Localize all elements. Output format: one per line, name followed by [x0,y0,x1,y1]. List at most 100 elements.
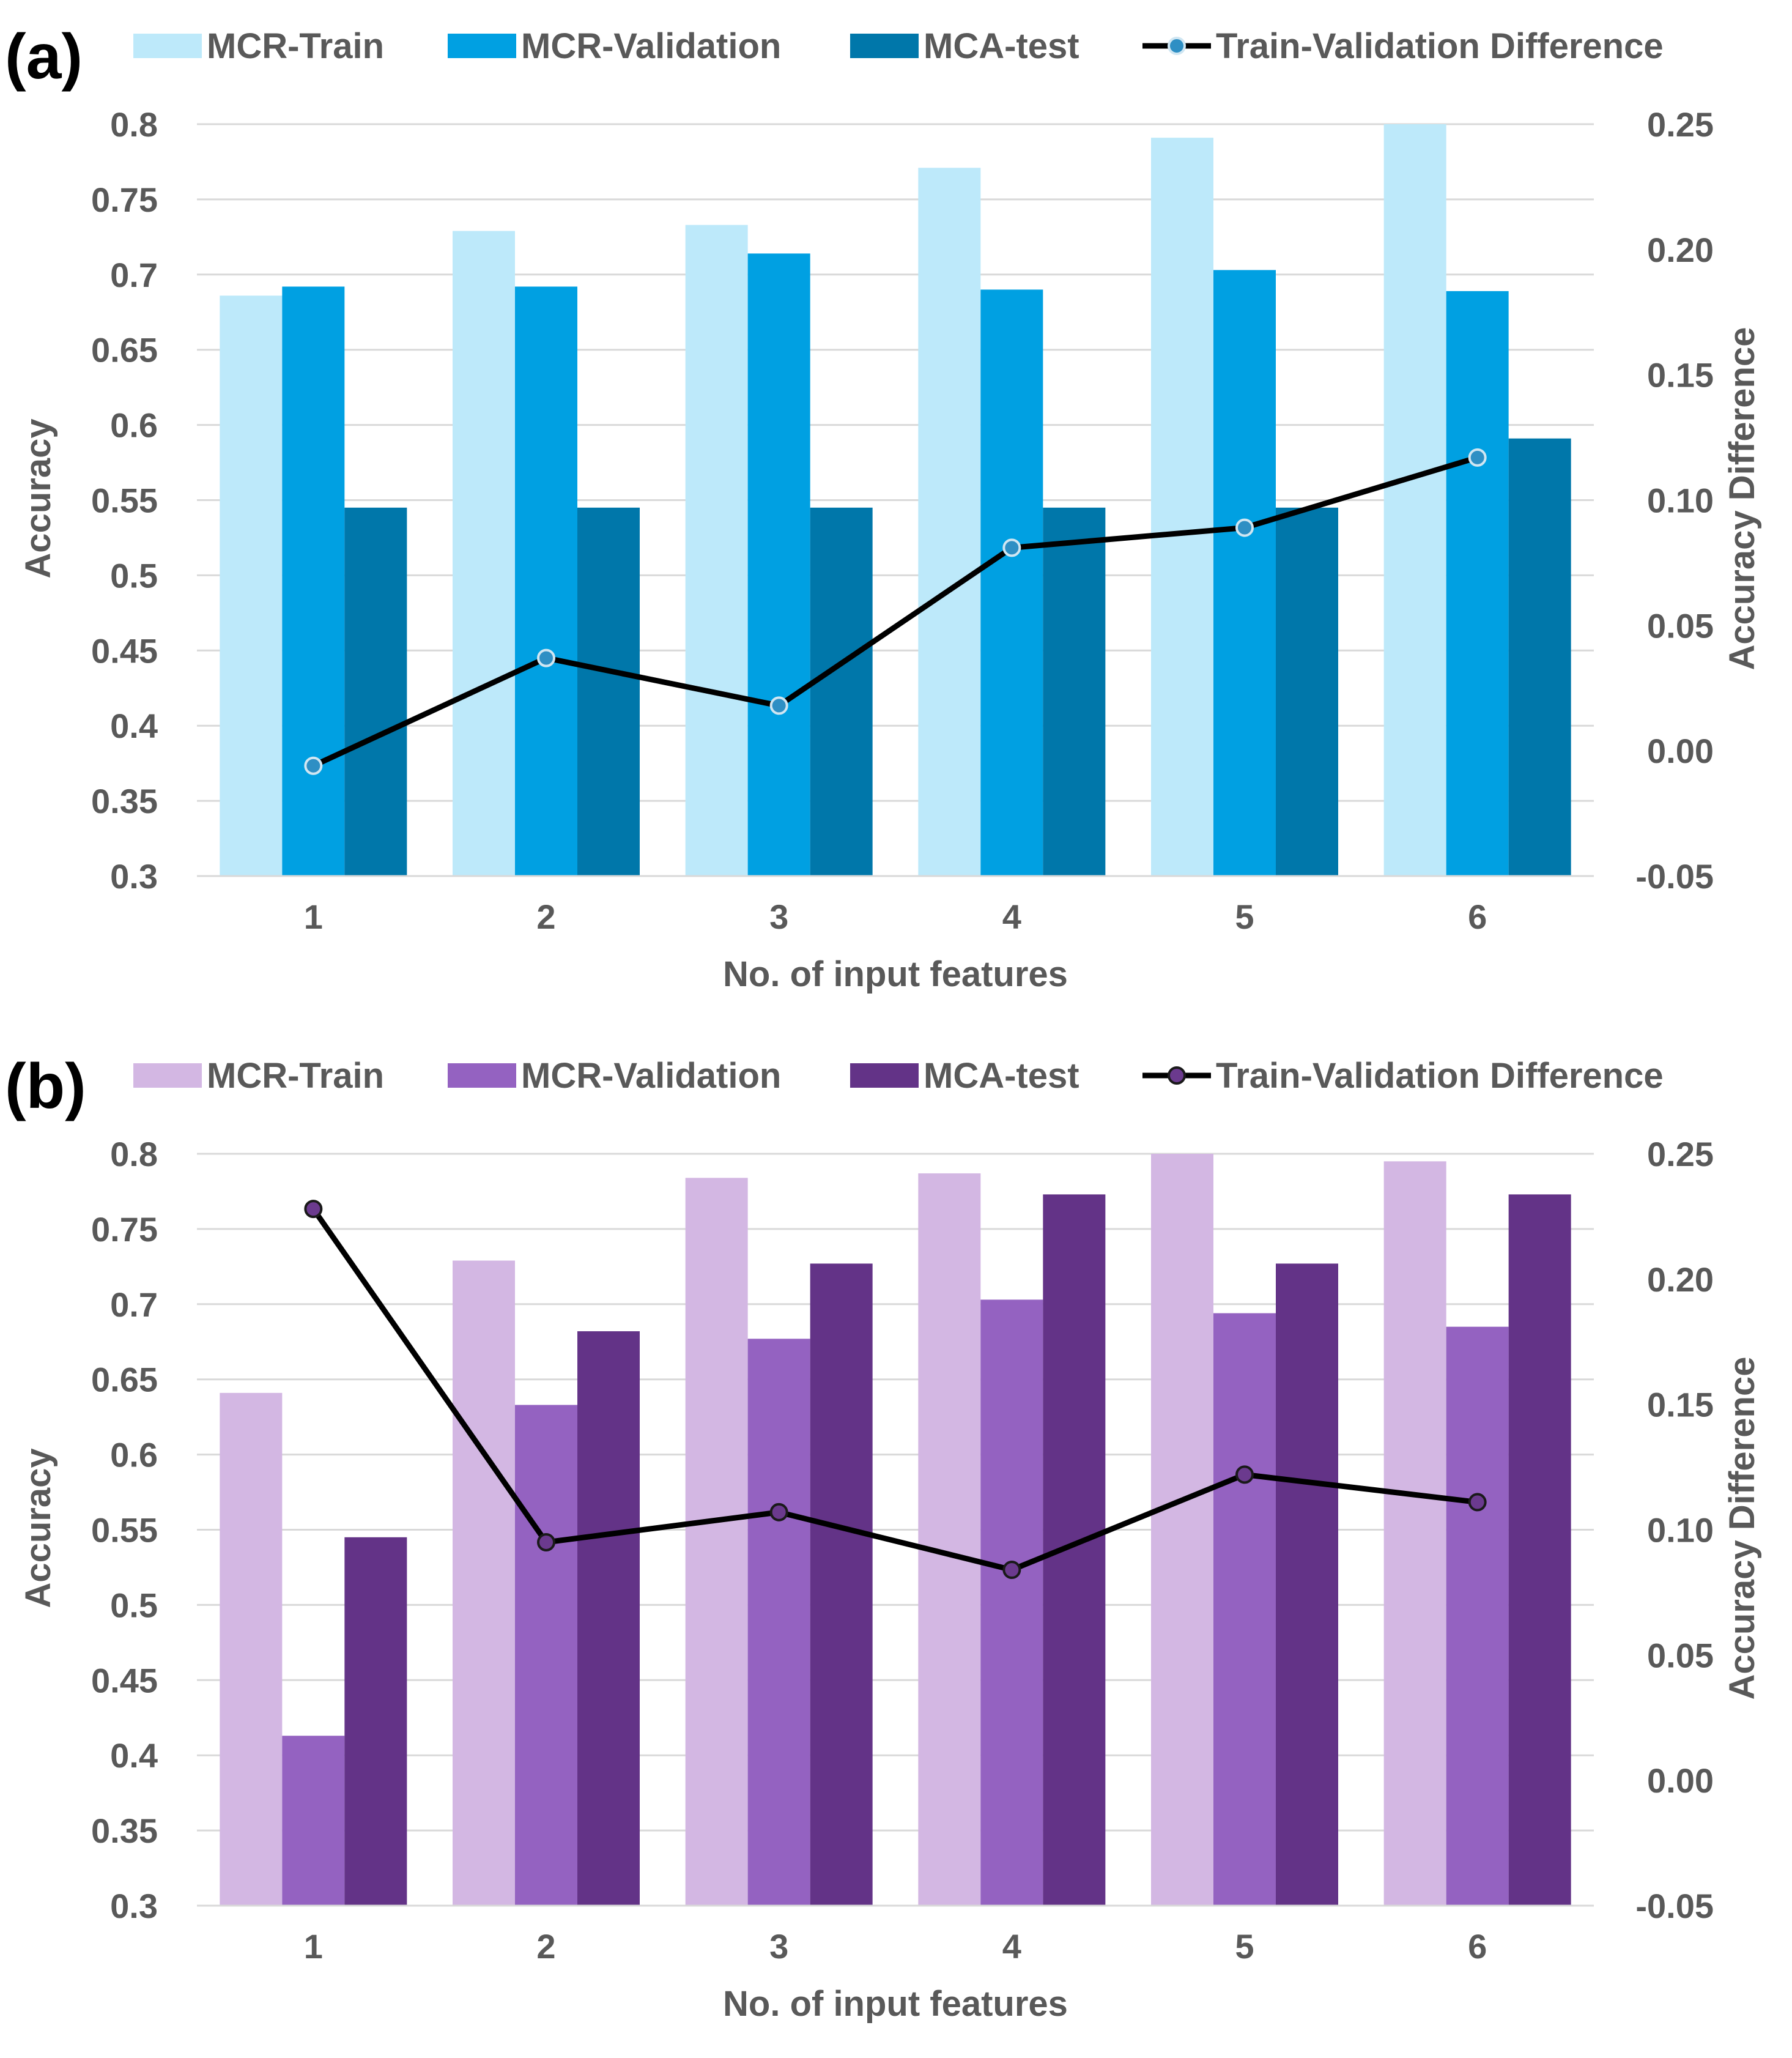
legend-label: MCA-test [924,26,1079,66]
bar-mcr-validation [1446,1326,1509,1906]
y-tick-label: 0.55 [91,1511,158,1550]
legend-label: MCR-Validation [521,26,781,66]
y-tick-label: 0.4 [110,1736,158,1775]
bar-mcr-validation [1446,291,1509,876]
difference-marker [769,696,788,715]
x-tick-label: 2 [536,897,555,936]
legend-swatch [850,34,919,58]
bar-mcr-train [1383,1161,1446,1906]
y-tick-label: 0.7 [110,1285,158,1324]
bar-mca-test [344,1537,407,1906]
y-tick-label: 0.5 [110,556,158,595]
bar-mcr-train [220,1392,283,1906]
y-tick-label: 0.75 [91,180,158,219]
difference-line [312,455,1478,768]
legend-label: Train-Validation Difference [1216,1056,1664,1096]
y2-tick-label: 0.00 [1647,1761,1714,1800]
y2-tick-label: 0.25 [1647,1135,1714,1173]
legend-difference: Train-Validation Difference [1142,26,1664,66]
bar-mcr-train [1151,138,1213,877]
legend-label: MCR-Validation [521,1056,781,1096]
bar-mcr-validation [282,286,345,876]
legend-mcr-validation: MCR-Validation [448,26,781,66]
y-tick-label: 0.55 [91,481,158,520]
difference-marker [1468,448,1487,467]
x-tick-label: 5 [1235,897,1254,936]
x-tick-label: 4 [1002,897,1021,936]
y-tick-label: 0.3 [110,857,158,896]
y-tick-label: 0.7 [110,256,158,294]
bar-mcr-train [453,231,515,876]
difference-marker [1002,538,1021,557]
legend-label: MCR-Train [207,26,384,66]
bar-mcr-validation [747,1339,810,1906]
y-tick-label: 0.8 [110,105,158,144]
panel-letter: (b) [5,1051,86,1122]
bar-mcr-train [453,1260,515,1906]
x-tick-label: 6 [1468,1927,1487,1966]
y-tick-label: 0.65 [91,331,158,370]
y2-tick-label: 0.15 [1647,356,1714,395]
bar-mcr-train [685,1178,748,1906]
x-tick-label: 5 [1235,1927,1254,1966]
y-axis-title: Accuracy [18,1448,58,1608]
x-tick-label: 1 [304,897,323,936]
y2-tick-label: 0.10 [1647,1511,1714,1550]
x-tick-label: 4 [1002,1927,1021,1966]
bar-mca-test [810,507,873,876]
bar-mcr-validation [980,289,1043,876]
x-tick-label: 1 [304,1927,323,1966]
y2-axis-title: Accuracy Difference [1722,1357,1762,1700]
y2-tick-label: 0.15 [1647,1386,1714,1424]
y2-tick-label: 0.10 [1647,481,1714,520]
legend-mcr-train: MCR-Train [133,26,384,66]
y-tick-label: 0.75 [91,1210,158,1249]
bar-mca-test [1043,1194,1106,1906]
legend-swatch [448,1063,516,1088]
bar-mcr-validation [1213,270,1276,876]
bar-mcr-validation [515,1405,577,1906]
y2-tick-label: 0.00 [1647,732,1714,770]
difference-marker [769,1503,788,1521]
x-axis-title: No. of input features [723,1984,1068,2024]
y-tick-label: 0.45 [91,631,158,670]
x-tick-label: 6 [1468,897,1487,936]
legend-mca-test: MCA-test [850,26,1079,66]
bar-mca-test [577,507,640,876]
difference-line [311,1207,1478,1573]
bar-mca-test [1508,438,1571,876]
bar-mca-test [1043,507,1106,876]
y-tick-label: 0.6 [110,1436,158,1474]
bar-mca-test [1276,1263,1338,1906]
bar-mcr-validation [282,1736,345,1906]
y-tick-label: 0.8 [110,1135,158,1173]
legend-mcr-train: MCR-Train [133,1056,384,1096]
difference-marker [304,1200,323,1219]
legend-marker [1168,1066,1186,1085]
y-tick-label: 0.5 [110,1586,158,1624]
bar-mca-test [810,1263,873,1906]
y2-tick-label: -0.05 [1635,857,1714,896]
y-tick-label: 0.35 [91,1811,158,1850]
bar-mcr-validation [747,253,810,876]
y2-tick-label: 0.20 [1647,1260,1714,1299]
y-tick-label: 0.45 [91,1661,158,1700]
bar-mcr-validation [1213,1313,1276,1906]
legend-swatch [133,1063,202,1088]
x-axis-title: No. of input features [723,954,1068,994]
x-tick-label: 3 [769,897,788,936]
difference-marker [304,756,323,775]
bar-mca-test [577,1331,640,1906]
bar-mca-test [1276,507,1338,876]
bar-mcr-validation [980,1299,1043,1906]
difference-marker [1468,1493,1487,1512]
legend-label: Train-Validation Difference [1216,26,1664,66]
bar-mcr-validation [515,286,577,876]
difference-marker [1235,518,1254,537]
bar-mcr-train [918,168,981,877]
panel-letter: (a) [5,21,83,92]
y2-tick-label: 0.05 [1647,606,1714,645]
y2-tick-label: -0.05 [1635,1887,1714,1925]
legend-label: MCR-Train [207,1056,384,1096]
